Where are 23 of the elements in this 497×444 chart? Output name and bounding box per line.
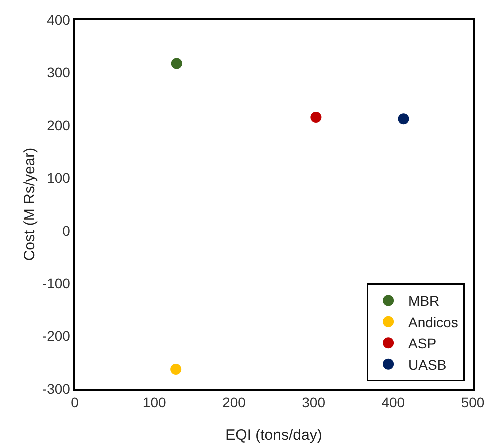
legend-label: Andicos [408, 314, 458, 330]
point [170, 364, 182, 375]
y-tick-label: -100 [42, 275, 71, 292]
point [171, 58, 182, 70]
y-tick-label: 400 [47, 12, 71, 28]
point [310, 112, 322, 124]
y-tick-label: -300 [42, 380, 71, 397]
x-tick-label: 100 [142, 394, 166, 411]
y-tick-label: 100 [47, 170, 71, 186]
y-tick-label: -200 [42, 328, 71, 344]
legend-label: ASP [408, 336, 437, 352]
y-tick-label: 0 [62, 222, 71, 239]
x-tick-label: 400 [382, 394, 406, 411]
point [398, 114, 410, 125]
y-axis-title: Cost (M Rs/year) [22, 148, 38, 262]
y-tick-label: 300 [47, 64, 71, 81]
x-tick-label: 500 [461, 394, 485, 411]
x-tick-label: 200 [222, 394, 246, 411]
y-tick-label: 200 [47, 117, 71, 134]
x-tick-label: 300 [302, 394, 326, 411]
legend-label: UASB [408, 356, 447, 373]
x-axis-title: EQI (tons/day) [226, 427, 322, 444]
legend-label: MBR [408, 293, 440, 310]
